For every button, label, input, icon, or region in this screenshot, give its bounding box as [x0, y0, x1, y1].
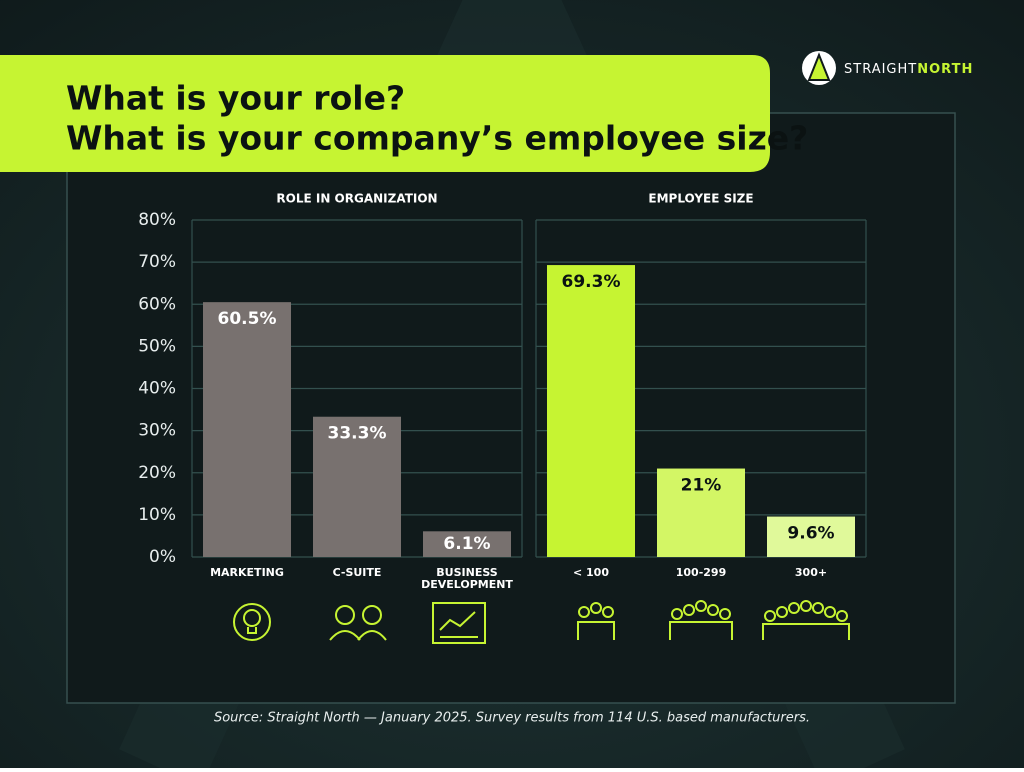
- x-tick-label: < 100: [573, 566, 609, 579]
- y-tick-label: 0%: [149, 547, 176, 567]
- bar: [313, 416, 401, 557]
- data-label: 9.6%: [787, 524, 834, 544]
- label-line: DEVELOPMENT: [421, 578, 513, 591]
- data-label: 33.3%: [328, 424, 387, 444]
- bar: [767, 516, 855, 557]
- x-tick-label: 100-299: [676, 566, 727, 579]
- brand-second: NORTH: [917, 62, 973, 77]
- bar: [423, 531, 511, 557]
- data-label: 6.1%: [443, 534, 490, 554]
- title-banner: [0, 55, 770, 172]
- x-tick-label: 300+: [795, 566, 827, 579]
- bar: [547, 265, 635, 557]
- x-tick-label: C-SUITE: [333, 566, 382, 579]
- title-line: What is your role?: [66, 79, 405, 118]
- source: Source: Straight North — January 2025. S…: [214, 711, 810, 726]
- y-tick-label: 20%: [138, 463, 176, 483]
- title-line: What is your company’s employee size?: [66, 119, 808, 158]
- y-tick-label: 10%: [138, 505, 176, 525]
- bar: [203, 302, 291, 557]
- y-tick-label: 30%: [138, 421, 176, 441]
- panel: [66, 112, 956, 704]
- brand: STRAIGHTNORTH: [844, 62, 973, 77]
- label-line: BUSINESS: [436, 566, 497, 579]
- x-tick-label: BUSINESS DEVELOPMENT: [421, 566, 513, 591]
- x-tick-label: MARKETING: [210, 566, 284, 579]
- icons: [233, 600, 850, 644]
- y-tick-label: 80%: [138, 210, 176, 230]
- bar: [657, 468, 745, 557]
- logo-mark: [807, 52, 831, 81]
- y-tick-label: 50%: [138, 336, 176, 356]
- data-label: 21%: [681, 476, 722, 496]
- logo: STRAIGHTNORTH: [802, 51, 973, 85]
- data-label: 60.5%: [218, 309, 277, 329]
- data-label: 69.3%: [562, 272, 621, 292]
- y-tick-label: 40%: [138, 379, 176, 399]
- y-tick-label: 60%: [138, 294, 176, 314]
- panel-title: EMPLOYEE SIZE: [648, 192, 753, 206]
- y-tick-label: 70%: [138, 252, 176, 272]
- panel-title: ROLE IN ORGANIZATION: [276, 192, 437, 206]
- brand-first: STRAIGHT: [844, 62, 917, 77]
